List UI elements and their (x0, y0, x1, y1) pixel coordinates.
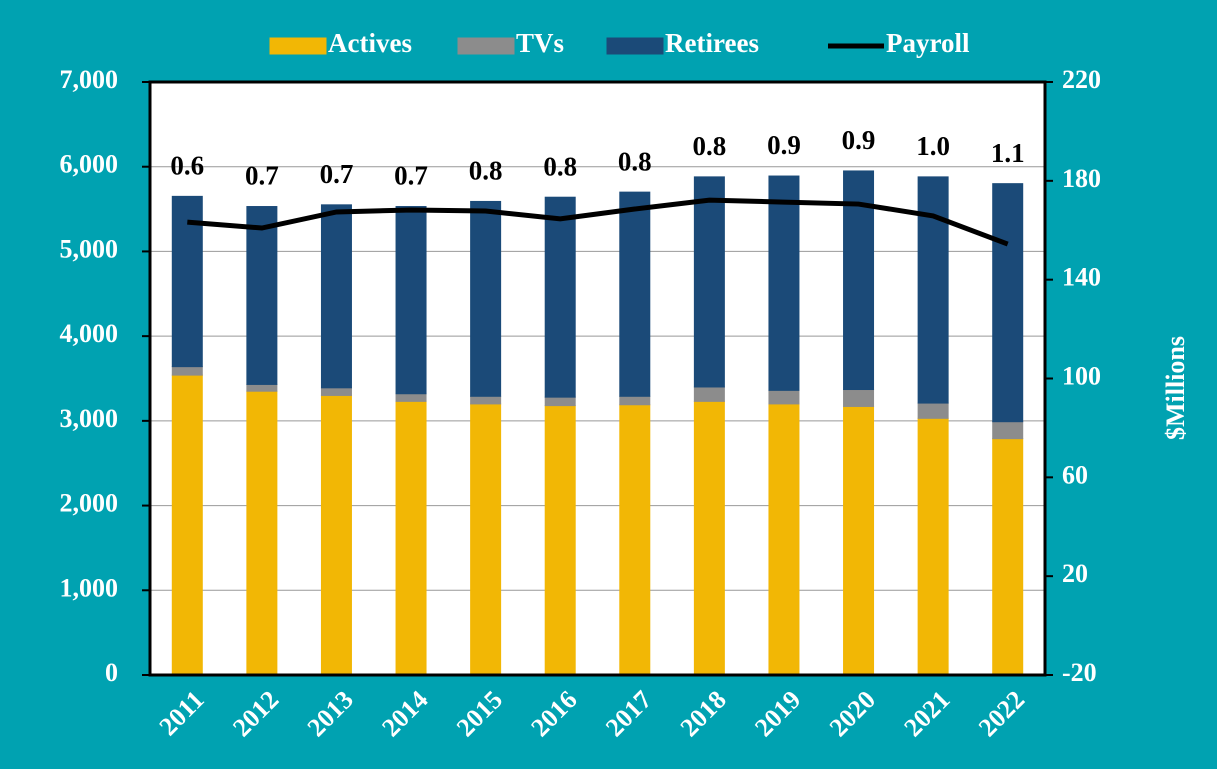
annotation: 0.7 (394, 161, 428, 191)
plot-border (148, 80, 1047, 677)
x-tick-label: 2014 (376, 685, 433, 742)
bar-segment (693, 386, 725, 402)
bar-segment (917, 402, 949, 419)
bar-segment (171, 374, 203, 676)
bar-segment (470, 395, 502, 405)
annotation: 0.8 (543, 151, 577, 181)
bar-segment (917, 176, 949, 404)
legend-swatch (606, 37, 664, 55)
x-tick-label: 2022 (973, 685, 1030, 742)
annotation: 1.0 (916, 131, 950, 161)
bar-segment (619, 404, 651, 676)
bar-segment (470, 200, 502, 397)
x-tick-label: 2017 (600, 685, 657, 742)
x-tick-label: 2011 (153, 685, 209, 741)
bar-segment (768, 175, 800, 391)
y2-tick-label: 140 (1062, 263, 1101, 292)
x-tick-label: 2020 (824, 685, 881, 742)
legend-swatch (269, 37, 327, 55)
bar-segment (544, 405, 576, 676)
x-tick-label: 2016 (525, 685, 582, 742)
annotation: 0.7 (245, 161, 279, 191)
bar-segment (992, 421, 1024, 440)
x-tick-label: 2021 (898, 685, 955, 742)
annotation: 0.7 (320, 159, 354, 189)
y-tick-label: 0 (105, 658, 118, 687)
bar-segment (395, 393, 427, 402)
bar-segment (246, 206, 278, 385)
y-tick-label: 2,000 (60, 489, 119, 518)
x-tick-label: 2019 (749, 685, 806, 742)
x-tick-label: 2015 (451, 685, 508, 742)
bar-segment (171, 366, 203, 376)
legend-label: TVs (516, 28, 564, 58)
bar-segment (693, 176, 725, 388)
legend-swatch (457, 37, 515, 55)
annotation: 0.6 (170, 151, 204, 181)
y-tick-label: 4,000 (60, 319, 119, 348)
bar-segment (544, 396, 576, 407)
y2-tick-label: 180 (1062, 164, 1101, 193)
bar-segment (320, 394, 352, 676)
bar-segment (619, 395, 651, 406)
x-tick-label: 2018 (675, 685, 732, 742)
y2-tick-label: 220 (1062, 65, 1101, 94)
y2-tick-label: 100 (1062, 361, 1101, 390)
bar-segment (992, 183, 1024, 423)
y-tick-label: 6,000 (60, 150, 119, 179)
bar-segment (320, 387, 352, 396)
x-tick-label: 2012 (227, 685, 284, 742)
bar-segment (246, 390, 278, 676)
legend-label: Retirees (665, 28, 759, 58)
annotation: 0.9 (842, 125, 876, 155)
annotation: 0.8 (693, 131, 727, 161)
bar-segment (395, 206, 427, 395)
bar-segment (768, 403, 800, 676)
y2-tick-label: -20 (1062, 658, 1097, 687)
bar-segment (320, 204, 352, 389)
bar-segment (544, 196, 576, 398)
bar-segment (843, 405, 875, 676)
bar-segment (470, 403, 502, 676)
bar-segment (917, 417, 949, 676)
legend-label: Actives (328, 28, 412, 58)
bar-segment (246, 383, 278, 392)
annotation: 0.9 (767, 130, 801, 160)
y-tick-label: 3,000 (60, 404, 119, 433)
annotation: 0.8 (469, 156, 503, 186)
y-tick-label: 5,000 (60, 234, 119, 263)
y2-tick-label: 20 (1062, 559, 1088, 588)
y-tick-label: 7,000 (60, 65, 119, 94)
y2-axis-label: $Millions (1161, 336, 1190, 440)
bar-segment (693, 400, 725, 676)
x-tick-label: 2013 (302, 685, 359, 742)
y-tick-label: 1,000 (60, 573, 119, 602)
y2-tick-label: 60 (1062, 460, 1088, 489)
annotation: 0.8 (618, 146, 652, 176)
legend-label: Payroll (886, 28, 970, 58)
bar-segment (992, 438, 1024, 676)
plot-area (150, 82, 1045, 675)
bar-segment (843, 389, 875, 407)
bar-segment (395, 400, 427, 676)
annotation: 1.1 (991, 138, 1025, 168)
bar-segment (768, 389, 800, 405)
bar-segment (619, 191, 651, 397)
line-series (187, 197, 1009, 247)
